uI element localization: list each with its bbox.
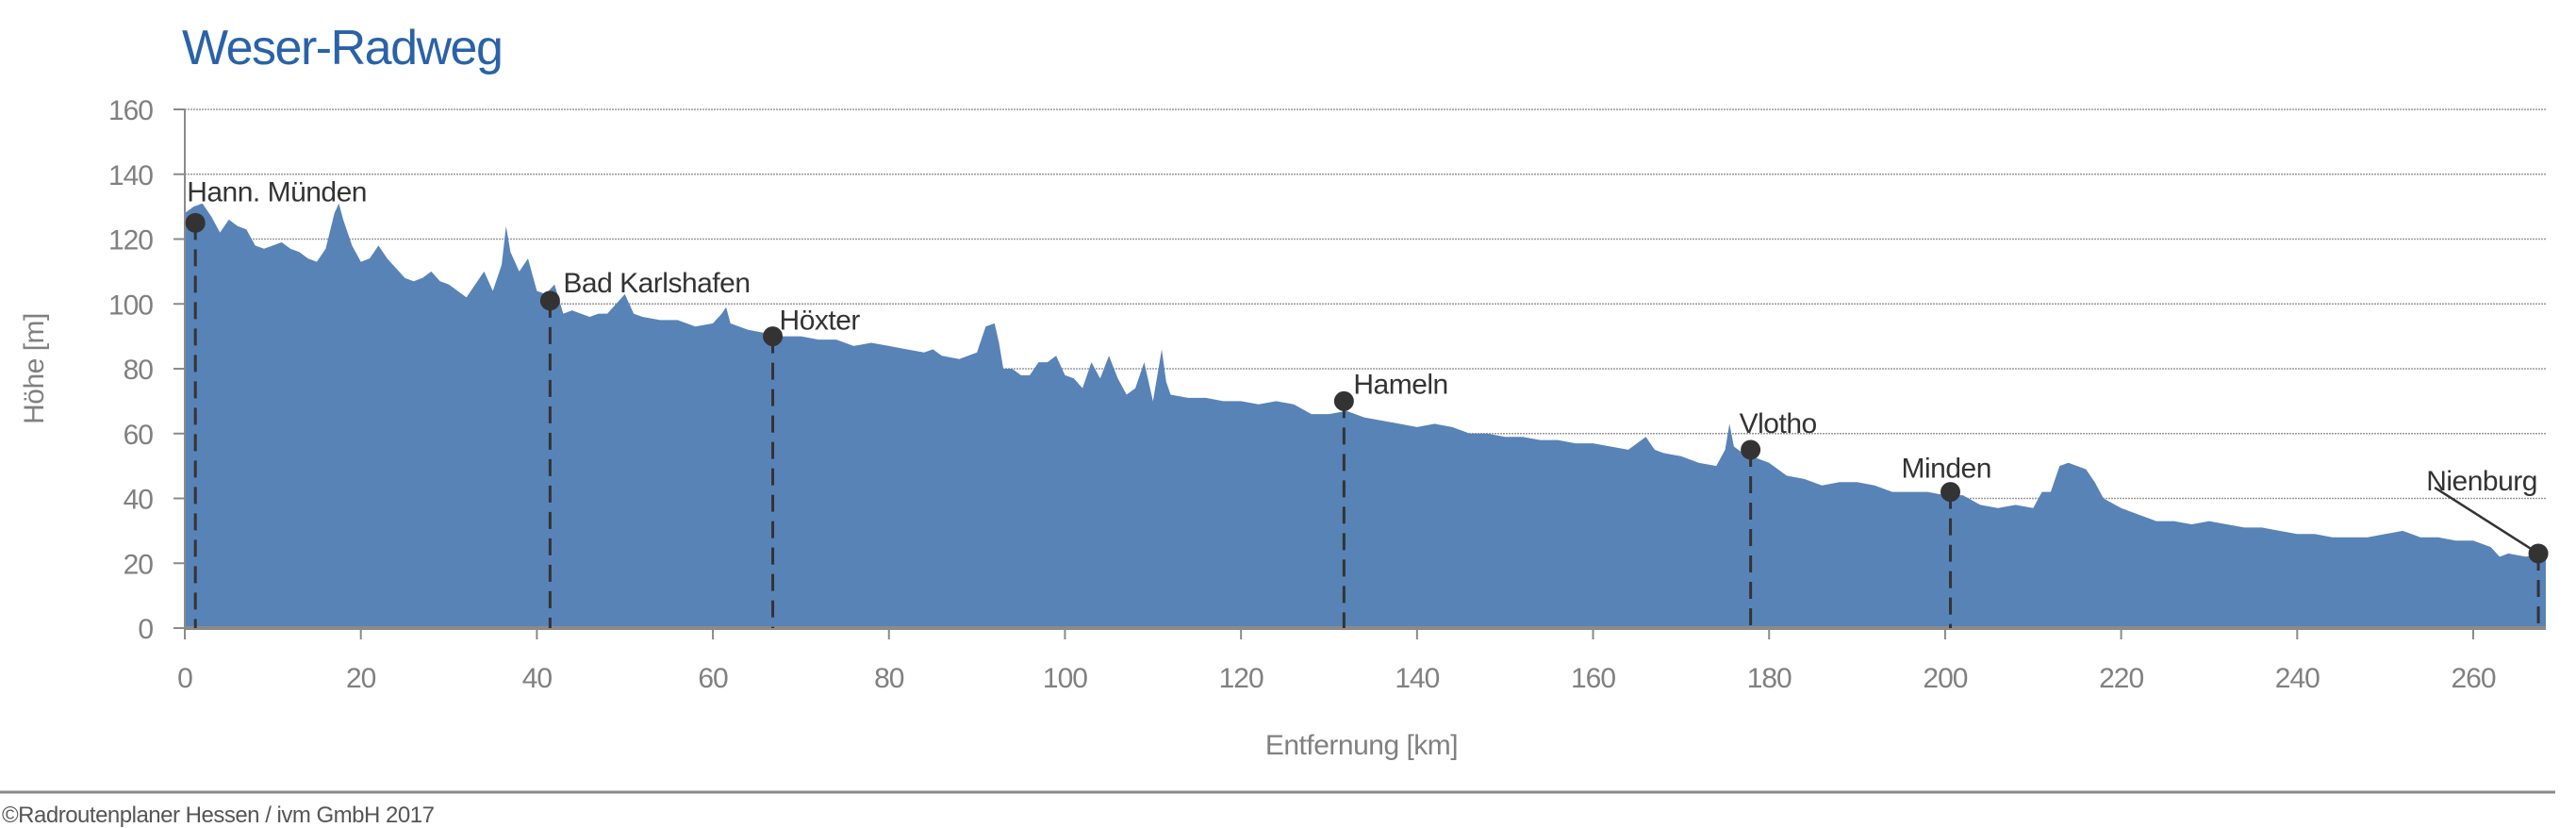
- y-tick-label: 80: [124, 355, 154, 386]
- marker-label: Bad Karlshafen: [563, 268, 750, 299]
- x-tick-label: 80: [874, 663, 904, 694]
- x-tick-label: 200: [1923, 663, 1967, 694]
- x-tick-label: 20: [346, 663, 376, 694]
- x-tick-label: 120: [1219, 663, 1263, 694]
- y-tick-label: 100: [108, 290, 153, 321]
- marker-label: Nienburg: [2426, 466, 2537, 497]
- y-tick-label: 120: [108, 225, 153, 257]
- marker-dot: [539, 290, 560, 311]
- marker-label: Höxter: [780, 306, 861, 337]
- y-axis-label: Höhe [m]: [19, 313, 50, 424]
- x-tick-label: 40: [522, 663, 553, 694]
- x-tick-label: 0: [177, 663, 192, 694]
- y-tick-label: 40: [124, 485, 154, 516]
- y-tick-label: 20: [124, 549, 154, 580]
- x-tick-label: 60: [698, 663, 728, 694]
- marker-label: Vlotho: [1740, 408, 1817, 439]
- marker-label: Minden: [1902, 454, 1991, 485]
- marker-dot: [185, 212, 206, 233]
- x-tick-label: 160: [1571, 663, 1615, 694]
- x-axis-label: Entfernung [km]: [1265, 730, 1458, 761]
- marker-dot: [2528, 543, 2549, 564]
- y-tick-label: 140: [108, 160, 153, 191]
- marker-dot: [1741, 439, 1761, 460]
- y-tick-label: 0: [138, 614, 153, 645]
- x-tick-label: 100: [1043, 663, 1087, 694]
- leader-line: [2434, 486, 2539, 555]
- axes: 0 20 40 60 80 100 120 140 160 0 20 40 60 80 100 120 140 1…: [108, 95, 2546, 694]
- y-tick-label: 60: [124, 420, 154, 451]
- x-tick-label: 220: [2099, 663, 2143, 694]
- marker-dot: [1940, 482, 1961, 503]
- place-markers: Hann. Münden Bad Karlshafen Höxter Hameln Vl…: [185, 176, 2549, 628]
- elevation-area: [185, 203, 2546, 628]
- x-tick-label: 180: [1747, 663, 1792, 694]
- chart-title: Weser-Radweg: [182, 21, 502, 75]
- marker-label: Hameln: [1353, 369, 1447, 400]
- copyright: ©Radroutenplaner Hessen / ivm GmbH 2017: [2, 803, 435, 828]
- x-tick-label: 240: [2275, 663, 2320, 694]
- x-tick-label: 140: [1395, 663, 1439, 694]
- y-tick-label: 160: [108, 95, 153, 126]
- marker-dot: [1333, 390, 1354, 411]
- marker-dot: [763, 326, 784, 347]
- x-tick-label: 260: [2451, 663, 2495, 694]
- marker-label: Hann. Münden: [187, 176, 367, 207]
